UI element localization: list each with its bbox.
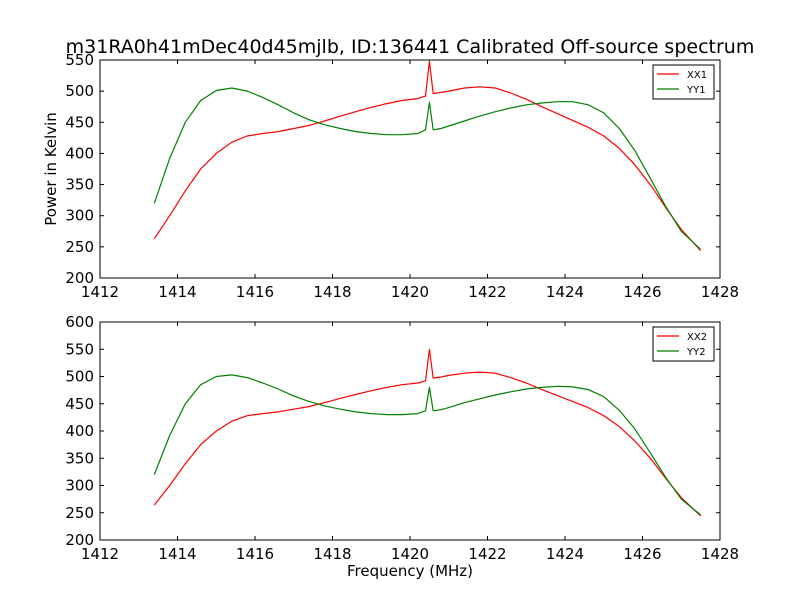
x-tick-label: 1416 <box>236 283 274 301</box>
y-tick-label: 500 <box>65 82 94 100</box>
x-tick-label: 1428 <box>701 283 739 301</box>
series-line-xx2 <box>153 348 702 517</box>
y-axis-label-top: Power in Kelvin <box>42 112 60 226</box>
y-tick-label: 350 <box>65 449 94 467</box>
y-tick-label: 350 <box>65 176 94 194</box>
legend-label-xx2: XX2 <box>687 332 707 343</box>
x-tick-label: 1422 <box>468 545 506 563</box>
y-tick-label: 200 <box>65 269 94 287</box>
y-tick-label: 250 <box>65 238 94 256</box>
legend-label-xx1: XX1 <box>687 70 707 81</box>
y-tick-label: 500 <box>65 368 94 386</box>
y-tick-label: 250 <box>65 504 94 522</box>
y-tick-label: 400 <box>65 422 94 440</box>
y-tick-label: 400 <box>65 144 94 162</box>
plot-bottom: 1412 1414 1416 1418 1420 1422 1424 1426 1428 200 2… <box>65 313 739 563</box>
x-tick-label: 1424 <box>546 283 584 301</box>
plot-top: 1412 1414 1416 1418 1420 1422 1424 1426 1428 200 2… <box>65 51 739 301</box>
legend-box <box>652 326 715 362</box>
series-group <box>153 60 702 252</box>
plot-frame <box>99 321 721 541</box>
x-tick-label: 1422 <box>468 283 506 301</box>
series-line-yy1 <box>153 87 702 250</box>
series-group <box>153 348 702 517</box>
legend-label-yy2: YY2 <box>686 347 706 358</box>
x-tick-label: 1424 <box>546 545 584 563</box>
y-tick-label: 200 <box>65 531 94 549</box>
x-tick-label: 1420 <box>391 283 429 301</box>
legend-label-yy1: YY1 <box>686 85 706 96</box>
series-line-yy2 <box>153 374 701 516</box>
series-line-xx1 <box>153 60 702 252</box>
y-tick-label: 550 <box>65 340 94 358</box>
chart-title: m31RA0h41mDec40d45mjlb, ID:136441 Calibr… <box>66 36 755 58</box>
y-tick-label: 450 <box>65 395 94 413</box>
x-tick-label: 1414 <box>158 545 196 563</box>
y-tick-label: 600 <box>65 313 94 331</box>
x-tick-label: 1416 <box>236 545 274 563</box>
x-tick-label: 1426 <box>623 545 661 563</box>
x-tick-label: 1420 <box>391 545 429 563</box>
x-tick-label: 1428 <box>701 545 739 563</box>
x-tick-label: 1418 <box>313 283 351 301</box>
y-tick-label: 300 <box>65 207 94 225</box>
y-tick-label: 450 <box>65 113 94 131</box>
legend-box <box>652 64 715 100</box>
y-tick-label: 550 <box>65 51 94 69</box>
plot-frame <box>99 59 721 279</box>
x-tick-label: 1418 <box>313 545 351 563</box>
x-axis-label-bottom: Frequency (MHz) <box>347 562 473 580</box>
y-tick-label: 300 <box>65 477 94 495</box>
x-tick-label: 1426 <box>623 283 661 301</box>
x-tick-label: 1414 <box>158 283 196 301</box>
x-tick-label: 1412 <box>81 545 119 563</box>
x-tick-label: 1412 <box>81 283 119 301</box>
